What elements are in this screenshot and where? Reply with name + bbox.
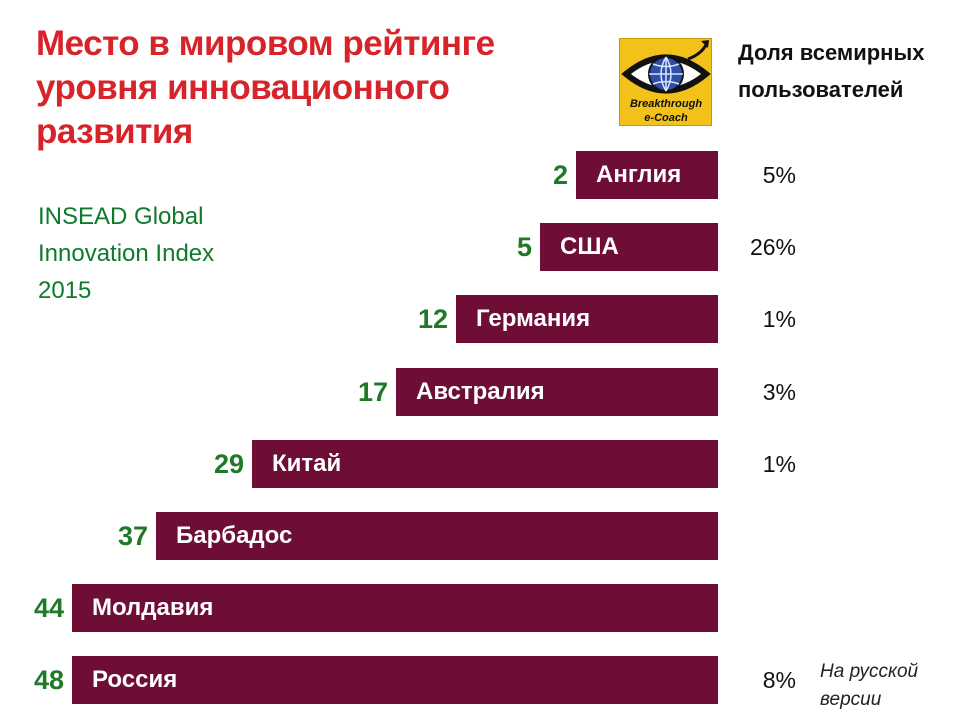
logo: Breakthrough e-Coach: [619, 38, 712, 126]
bar-4: Китай: [252, 439, 718, 488]
logo-text-2: e-Coach: [644, 112, 688, 124]
bar-3: Австралия: [396, 367, 718, 416]
share-header: Доля всемирных пользователей: [738, 40, 925, 102]
rank-label-1: 5: [516, 232, 532, 263]
source-line-3: 2015: [38, 277, 92, 304]
rank-label-2: 12: [417, 304, 448, 335]
rank-label-7: 48: [33, 665, 64, 696]
share-label-7: 8%: [762, 667, 796, 694]
bar-label-2: Германия: [476, 305, 591, 333]
rank-label-0: 2: [552, 160, 568, 190]
eye-globe-icon: Breakthrough e-Coach: [621, 40, 711, 124]
rank-label-3: 17: [357, 376, 388, 407]
bar-label-1: США: [560, 233, 619, 261]
bar-7: Россия: [72, 656, 718, 705]
bar-label-5: Барбадос: [176, 522, 293, 549]
bar-label-4: Китай: [272, 449, 342, 477]
share-label-6: [730, 584, 796, 632]
bar-5: Барбадос: [156, 512, 718, 560]
bar-label-3: Австралия: [416, 377, 545, 405]
bar-label-6: Молдавия: [92, 594, 214, 622]
share-label-1: 26%: [749, 234, 796, 261]
share-label-2: 1%: [762, 306, 796, 333]
share-label-4: 1%: [762, 450, 796, 477]
bar-label-0: Англия: [596, 161, 682, 188]
bar-0: Англия: [576, 151, 718, 199]
bar-1: США: [540, 223, 718, 272]
rank-label-5: 37: [117, 521, 148, 551]
share-label-0: 5%: [762, 162, 796, 188]
share-label-3: 3%: [762, 378, 796, 405]
russian-version-note: На русской версии: [820, 661, 919, 710]
share-label-5: [730, 512, 796, 560]
chart-title: Место в мировом рейтинге уровня инноваци…: [36, 24, 495, 151]
source-line-1: INSEAD Global: [38, 203, 204, 230]
bar-2: Германия: [456, 295, 718, 344]
source-text: INSEAD Global Innovation Index 2015: [38, 198, 298, 309]
rank-label-4: 29: [213, 448, 244, 479]
rank-label-6: 44: [33, 593, 64, 624]
bar-6: Молдавия: [72, 584, 718, 633]
bar-label-7: Россия: [92, 666, 178, 694]
logo-text-1: Breakthrough: [630, 98, 702, 110]
source-line-2: Innovation Index: [38, 240, 215, 267]
